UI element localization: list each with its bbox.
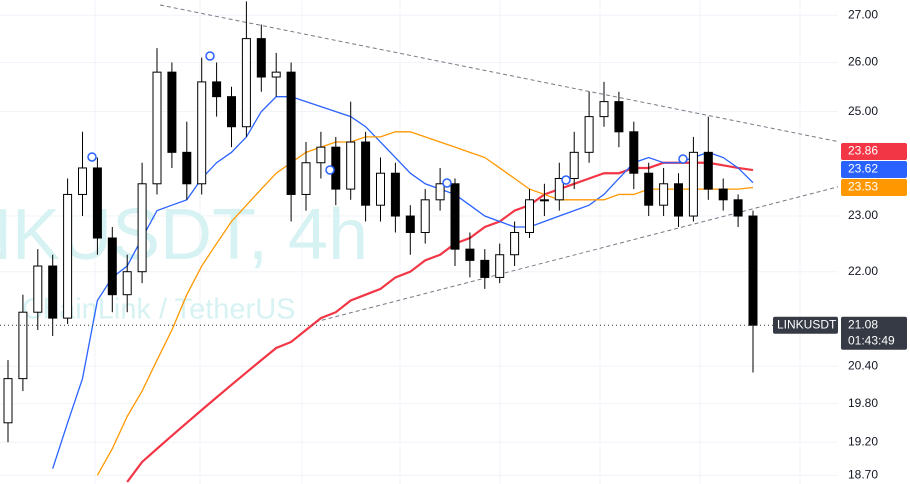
candle-body — [256, 38, 266, 78]
y-tick-label: 18.70 — [848, 467, 878, 481]
candle-body — [197, 81, 207, 185]
candle-body — [674, 183, 683, 217]
candle-body — [18, 311, 28, 380]
candle-body — [435, 183, 445, 201]
candle-body — [510, 231, 520, 256]
y-tick-label: 19.20 — [848, 434, 878, 448]
candle-body — [718, 188, 728, 201]
candle-body — [569, 151, 579, 179]
candle-body — [33, 265, 43, 313]
candle-body — [227, 96, 236, 128]
ma-value-label: 23.62 — [848, 162, 878, 176]
candle-body — [465, 248, 475, 261]
price-axis — [838, 0, 910, 484]
y-tick-label: 19.80 — [848, 396, 878, 410]
signal-markers — [87, 51, 688, 188]
candle-body — [152, 71, 162, 185]
ma-value-tag-bg — [841, 179, 907, 197]
candle-body — [599, 101, 609, 118]
candle-body — [271, 71, 281, 78]
y-tick-label: 20.40 — [848, 358, 878, 372]
candle-body — [78, 167, 87, 195]
candle-body — [614, 101, 624, 133]
candle-body — [525, 199, 534, 233]
ma-value-tag-bg — [841, 143, 907, 161]
candle-body — [748, 215, 758, 326]
y-tick-label: 22.00 — [848, 264, 878, 278]
candle-body — [286, 71, 296, 195]
symbol-watermark: NKUSDT, 4h — [0, 195, 368, 275]
candle-body — [420, 199, 430, 233]
ma-value-label: 23.86 — [848, 144, 878, 158]
symbol-tag: LINKUSDT — [777, 317, 837, 331]
candle-body — [659, 183, 669, 206]
candle-body — [107, 237, 117, 296]
candle-body — [703, 151, 713, 190]
candle-body — [346, 141, 356, 190]
candle-body — [554, 177, 564, 201]
candle-body — [450, 183, 460, 250]
countdown-label: 01:43:49 — [848, 333, 895, 347]
candle-body — [3, 378, 13, 424]
last-price-label: 21.08 — [848, 317, 878, 331]
candle-body — [167, 71, 177, 153]
ma-value-label: 23.53 — [848, 180, 878, 194]
description-watermark: ChainLink / TetherUS — [22, 294, 296, 326]
trendlines — [159, 4, 838, 323]
candle-body — [644, 172, 654, 206]
candle-body — [376, 172, 385, 206]
candle-body — [92, 167, 102, 239]
candle-body — [301, 162, 311, 195]
candle-body — [48, 265, 58, 319]
candle-body — [241, 38, 251, 128]
y-tick-label: 23.00 — [848, 208, 878, 222]
candle-body — [182, 151, 192, 185]
candle-body — [584, 116, 594, 153]
candle-body — [495, 254, 505, 278]
symbol-tag-bg — [773, 316, 838, 334]
candle-body — [688, 151, 698, 217]
candle-body — [137, 183, 147, 273]
ma-value-tag-bg — [841, 161, 907, 179]
candle-body — [122, 271, 132, 296]
candle-body — [63, 193, 73, 319]
y-tick-label: 27.00 — [848, 7, 878, 21]
candle-body — [405, 215, 415, 233]
candle-body — [361, 141, 371, 206]
vertical-grid — [94, 0, 801, 484]
candle-body — [539, 199, 549, 202]
candle-body — [733, 199, 743, 217]
candle-body — [480, 259, 490, 278]
candle-body — [390, 172, 400, 217]
candle-body — [629, 131, 639, 174]
candle-body — [316, 146, 326, 164]
candle-body — [212, 81, 222, 98]
last-price-tag-bg — [841, 316, 907, 350]
moving-average-line — [96, 131, 754, 476]
y-tick-label: 26.00 — [848, 55, 878, 69]
y-tick-label: 25.00 — [848, 104, 878, 118]
